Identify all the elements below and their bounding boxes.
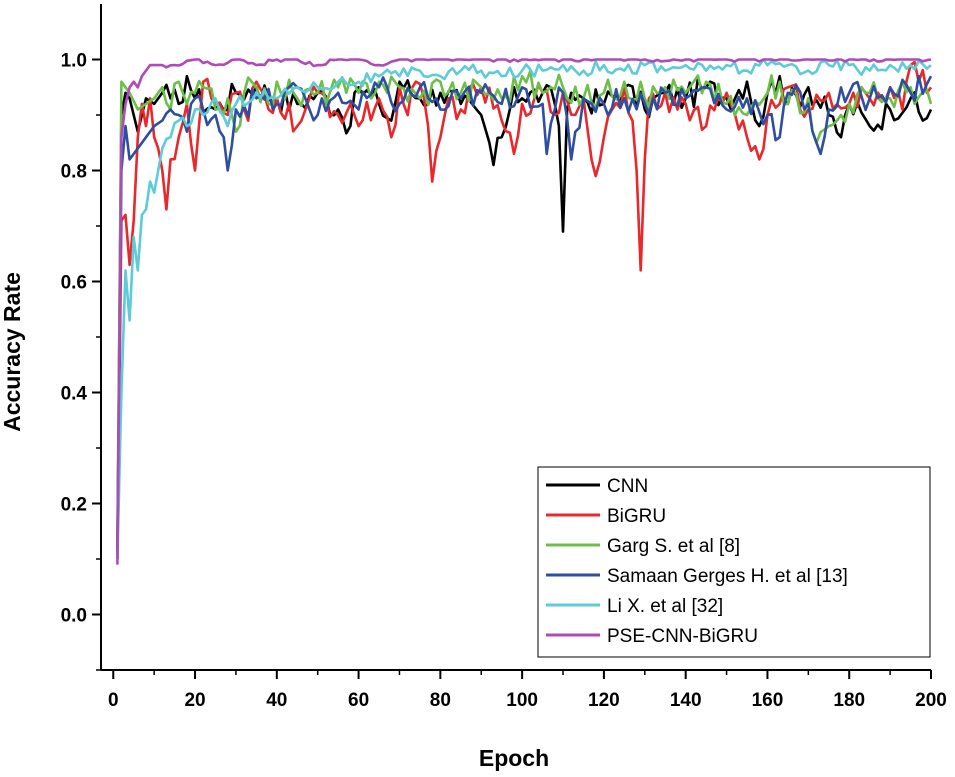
x-tick-label: 100: [506, 690, 538, 711]
series-line: [116, 58, 932, 560]
axes: 0 20 40 60 80 100 120 140 160 180 200 0.0 0.2 0.4 0.6…: [61, 4, 947, 711]
legend-entry-label: PSE-CNN-BiGRU: [607, 626, 758, 647]
legend-entry-label: Garg S. et al [8]: [607, 536, 740, 557]
y-tick-label: 0.6: [61, 273, 87, 294]
y-axis-label: Accuracy Rate: [0, 272, 25, 432]
series-layer: [116, 58, 933, 565]
x-tick-label: 80: [430, 690, 451, 711]
y-tick-label: 0.2: [61, 495, 87, 516]
legend-entry-label: CNN: [607, 476, 648, 497]
legend-entry-label: BiGRU: [607, 506, 666, 527]
legend-entry-label: Li X. et al [32]: [607, 596, 723, 617]
y-tick-label: 0.4: [61, 384, 88, 405]
x-tick-label: 140: [670, 690, 702, 711]
legend: CNN BiGRU Garg S. et al [8] Samaan Gerges H…: [537, 466, 931, 658]
y-ticks: 0.0 0.2 0.4 0.6 0.8 1.0: [61, 51, 101, 671]
y-tick-label: 0.8: [61, 162, 87, 183]
x-tick-label: 180: [833, 690, 865, 711]
x-tick-label: 200: [915, 690, 947, 711]
x-tick-label: 160: [752, 690, 784, 711]
series-line: [116, 58, 932, 565]
x-tick-label: 120: [588, 690, 620, 711]
legend-box: [537, 466, 931, 658]
x-tick-label: 20: [184, 690, 205, 711]
series-line: [116, 69, 933, 548]
series-line: [116, 74, 933, 554]
legend-entry-label: Samaan Gerges H. et al [13]: [607, 566, 848, 587]
x-tick-label: 0: [108, 690, 119, 711]
x-tick-label: 60: [348, 690, 369, 711]
x-ticks: 0 20 40 60 80 100 120 140 160 180 200: [108, 670, 947, 711]
x-tick-label: 40: [266, 690, 287, 711]
y-tick-label: 1.0: [61, 51, 87, 72]
x-axis-label: Epoch: [479, 745, 549, 771]
y-tick-label: 0.0: [61, 606, 87, 627]
